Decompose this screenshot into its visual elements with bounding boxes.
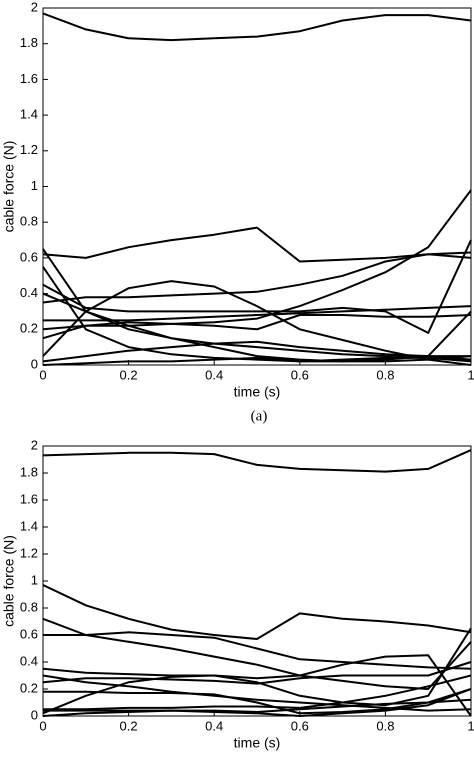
data-line xyxy=(42,627,472,715)
data-line xyxy=(42,280,472,366)
data-line xyxy=(43,674,472,711)
y-tick-label: 0.8 xyxy=(20,599,38,614)
y-tick-label: 0 xyxy=(31,707,38,722)
x-tick-label: 0 xyxy=(39,367,46,382)
data-line xyxy=(42,617,472,690)
y-tick-label: 1.8 xyxy=(20,464,38,479)
y-tick-label: 1 xyxy=(31,572,38,587)
y-tick-label: 0 xyxy=(31,356,38,371)
x-tick-label: 0 xyxy=(39,718,46,733)
y-tick-label: 1.4 xyxy=(20,518,38,533)
caption: (a) xyxy=(251,408,268,424)
y-tick-label: 2 xyxy=(31,437,38,452)
y-tick-label: 0.2 xyxy=(20,680,38,695)
y-tick-label: 0.6 xyxy=(20,626,38,641)
y-tick-label: 1.2 xyxy=(20,142,38,157)
data-line xyxy=(43,688,472,715)
data-line xyxy=(42,584,472,640)
y-tick-label: 0.4 xyxy=(20,285,38,300)
y-tick-label: 1 xyxy=(31,178,38,193)
data-line xyxy=(42,266,472,363)
x-tick-label: 0.8 xyxy=(376,718,394,733)
x-tick-label: 1 xyxy=(467,367,474,382)
data-line xyxy=(42,12,472,42)
data-line xyxy=(42,189,472,331)
x-tick-label: 1 xyxy=(467,718,474,733)
data-line xyxy=(42,340,472,363)
data-line xyxy=(42,292,472,363)
data-line xyxy=(42,356,472,366)
x-axis-label: time (s) xyxy=(234,735,281,751)
data-line xyxy=(42,314,472,340)
data-line xyxy=(43,631,472,670)
data-line xyxy=(42,654,472,717)
y-tick-label: 1.6 xyxy=(20,491,38,506)
data-line xyxy=(42,226,472,263)
y-tick-label: 1.2 xyxy=(20,545,38,560)
x-tick-label: 0.6 xyxy=(291,718,309,733)
y-axis-label: cable force (N) xyxy=(1,535,17,627)
data-line xyxy=(42,449,472,473)
data-line xyxy=(42,251,472,304)
data-line xyxy=(43,698,472,713)
y-tick-label: 2 xyxy=(31,0,38,14)
data-line xyxy=(42,248,471,358)
x-axis-label: time (s) xyxy=(234,384,281,400)
y-tick-label: 0.8 xyxy=(20,214,38,229)
x-tick-label: 0.4 xyxy=(205,367,223,382)
y-tick-label: 1.8 xyxy=(20,35,38,50)
y-tick-label: 1.6 xyxy=(20,71,38,86)
y-tick-label: 0.2 xyxy=(20,321,38,336)
data-line xyxy=(42,661,472,685)
data-line xyxy=(42,239,472,334)
y-axis-label: cable force (N) xyxy=(1,141,17,233)
y-tick-label: 0.6 xyxy=(20,249,38,264)
x-tick-label: 0.2 xyxy=(120,718,138,733)
y-tick-label: 0.4 xyxy=(20,653,38,668)
x-tick-label: 0.6 xyxy=(291,367,309,382)
x-tick-label: 0.4 xyxy=(205,718,223,733)
data-line xyxy=(42,674,472,712)
y-tick-label: 1.4 xyxy=(20,107,38,122)
x-tick-label: 0.2 xyxy=(120,367,138,382)
x-tick-label: 0.8 xyxy=(376,367,394,382)
